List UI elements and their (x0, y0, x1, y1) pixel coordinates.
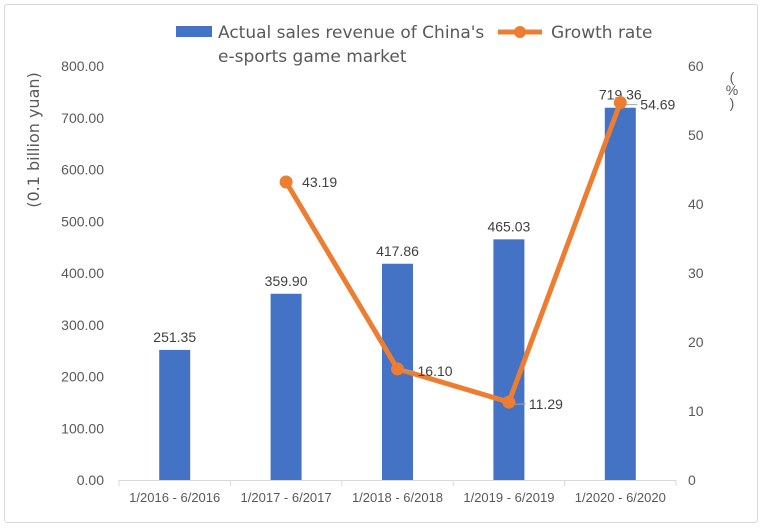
revenue-bar-label: 251.35 (153, 329, 196, 345)
growth-rate-label: 43.19 (302, 174, 337, 190)
revenue-bar-labels: 251.35 359.90 417.86 465.03 719.36 (153, 87, 642, 345)
y2-axis-ticks: 0 10 20 30 40 50 60 (688, 58, 704, 488)
growth-rate-point (279, 175, 293, 189)
y-tick-label: 100.00 (61, 420, 104, 436)
legend-label-revenue-line1: Actual sales revenue of China's (218, 23, 484, 43)
y2-tick-label: 60 (688, 58, 704, 74)
revenue-bar (159, 349, 191, 480)
revenue-bar-label: 417.86 (376, 243, 419, 259)
growth-rate-label: 16.10 (418, 363, 453, 379)
y-tick-label: 400.00 (61, 265, 104, 281)
y-tick-label: 300.00 (61, 317, 104, 333)
legend: Actual sales revenue of China's e-sports… (176, 23, 652, 67)
x-tick-label: 1/2017 - 6/2017 (241, 490, 332, 505)
y2-tick-label: 10 (688, 403, 704, 419)
y-axis-title: (0.1 billion yuan) (24, 72, 43, 208)
y2-axis-title: (%) (726, 69, 738, 111)
y2-tick-label: 0 (688, 472, 696, 488)
y2-axis-title-char: ) (730, 95, 735, 111)
revenue-bar (270, 293, 302, 480)
growth-rate-point (613, 96, 627, 110)
y2-axis-title-char: % (726, 82, 738, 98)
revenue-bar-label: 359.90 (265, 273, 308, 289)
revenue-bar-label: 465.03 (487, 218, 530, 234)
legend-swatch-growth-marker (514, 26, 526, 38)
y-tick-label: 500.00 (61, 213, 104, 229)
growth-rate-label: 54.69 (640, 97, 675, 113)
y2-tick-label: 50 (688, 127, 704, 143)
y-tick-label: 800.00 (61, 58, 104, 74)
growth-rate-line (283, 100, 623, 405)
y-tick-label: 600.00 (61, 162, 104, 178)
revenue-bar-label: 719.36 (599, 87, 642, 103)
revenue-bar (493, 239, 525, 480)
growth-rate-point (502, 395, 516, 409)
y-tick-label: 0.00 (77, 472, 104, 488)
y2-tick-label: 20 (688, 334, 704, 350)
x-tick-label: 1/2018 - 6/2018 (352, 490, 443, 505)
legend-swatch-revenue (176, 26, 212, 37)
x-axis-ticks: 1/2016 - 6/2016 1/2017 - 6/2017 1/2018 - 6… (118, 480, 677, 505)
y2-tick-label: 30 (688, 265, 704, 281)
growth-line-group: 43.19 16.10 11.29 54.69 (279, 96, 676, 412)
y-axis-ticks: 0.00 100.00 200.00 300.00 400.00 500.00 600.00… (61, 58, 104, 488)
x-tick-label: 1/2016 - 6/2016 (129, 490, 220, 505)
legend-label-revenue-line2: e-sports game market (218, 47, 407, 67)
x-tick-label: 1/2020 - 6/2020 (575, 490, 666, 505)
y2-tick-label: 40 (688, 196, 704, 212)
growth-rate-point (391, 362, 404, 376)
y-tick-label: 700.00 (61, 110, 104, 126)
growth-rate-label: 11.29 (529, 396, 563, 412)
x-tick-label: 1/2019 - 6/2019 (463, 490, 554, 505)
y-tick-label: 200.00 (61, 369, 104, 385)
y2-axis-title-char: ( (730, 69, 735, 85)
revenue-bar (604, 107, 636, 480)
revenue-bars (159, 107, 636, 480)
legend-label-growth: Growth rate (551, 23, 652, 43)
